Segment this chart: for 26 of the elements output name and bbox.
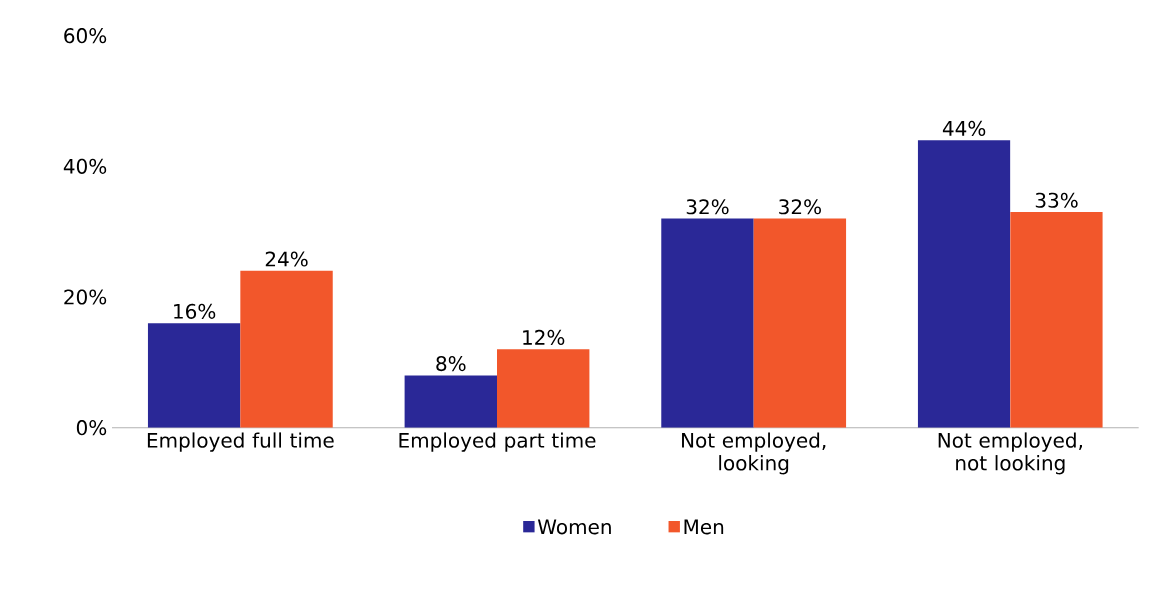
bar (147, 323, 241, 428)
data-label: 32% (686, 199, 729, 215)
data-label: 32% (779, 199, 821, 215)
x-tick-label: Not employed, looking (682, 432, 826, 475)
bar (497, 349, 590, 428)
data-label: 44% (942, 120, 986, 136)
y-tick-label: 0% (76, 420, 107, 436)
bar (661, 218, 754, 428)
data-label: 16% (174, 303, 216, 319)
data-label: 8% (436, 356, 466, 372)
y-tick-label: 60% (64, 28, 107, 44)
bar (1010, 212, 1103, 428)
y-tick-label: 20% (64, 289, 107, 305)
x-tick-label: Employed full time (147, 432, 334, 452)
bar (240, 270, 333, 428)
bar (917, 140, 1011, 428)
bar (753, 218, 847, 428)
x-tick-label: Employed part time (399, 432, 596, 452)
legend-label: Men (684, 519, 724, 535)
bar (404, 375, 497, 428)
y-tick-label: 40% (63, 158, 107, 174)
x-tick-label: Not employed, not looking (938, 432, 1082, 475)
data-label: 24% (265, 251, 308, 267)
legend-label: Women (537, 519, 611, 535)
data-label: 33% (1035, 192, 1078, 208)
data-label: 12% (523, 329, 565, 346)
